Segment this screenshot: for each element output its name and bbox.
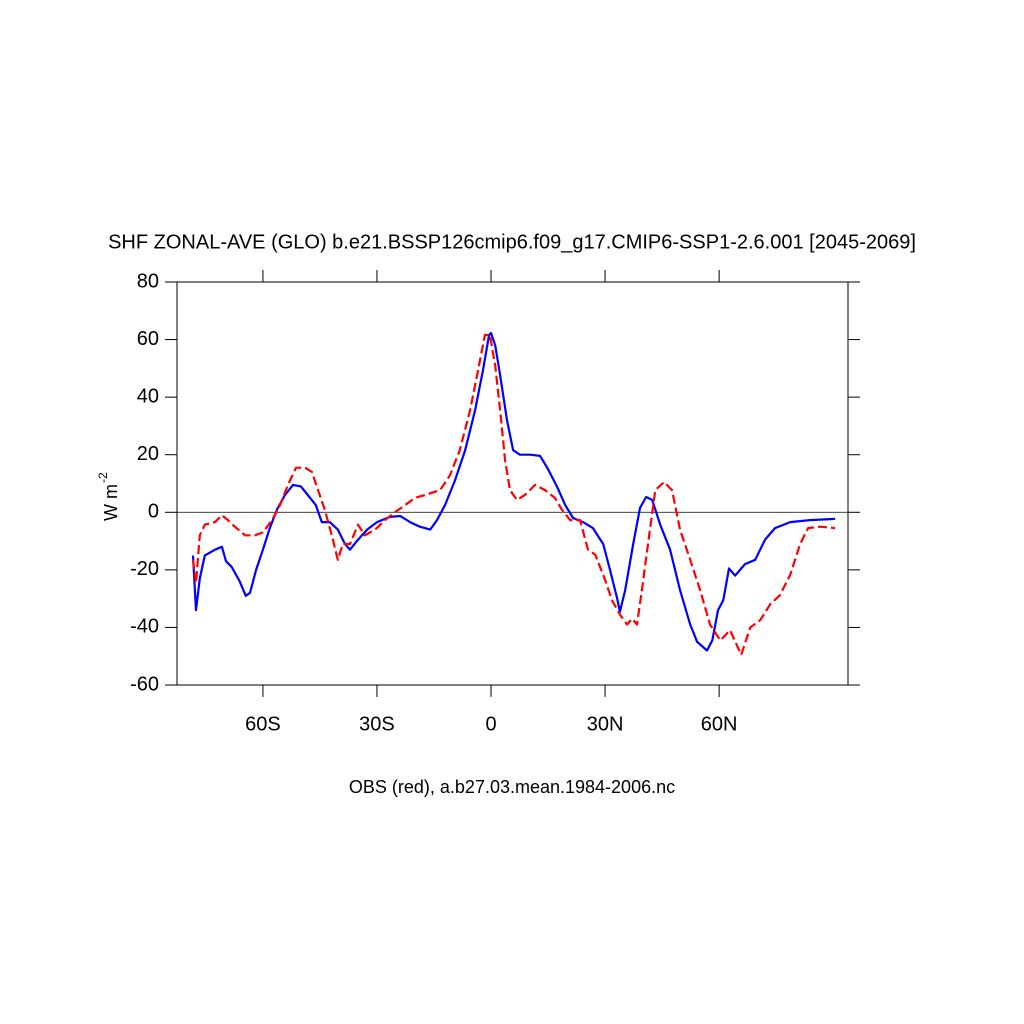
chart-title: SHF ZONAL-AVE (GLO) b.e21.BSSP126cmip6.f… <box>108 231 916 253</box>
x-tick-label: 60N <box>701 713 738 735</box>
y-axis-label-text: W m <box>101 484 121 521</box>
y-tick-label: -60 <box>130 673 159 695</box>
series-line <box>191 331 836 652</box>
y-tick-label: -40 <box>130 616 159 638</box>
x-tick-label: 60S <box>245 713 281 735</box>
x-tick-label: 30S <box>359 713 395 735</box>
y-tick-label: -20 <box>130 558 159 580</box>
x-tick-label: 30N <box>587 713 624 735</box>
y-axis-label: W m -2 <box>96 472 121 521</box>
y-tick-label: 20 <box>137 443 159 465</box>
plot-frame <box>176 281 849 686</box>
y-tick-label: 80 <box>137 270 159 292</box>
x-tick-label: 0 <box>485 713 496 735</box>
y-tick-label: 0 <box>148 501 159 523</box>
y-tick-label: 40 <box>137 385 159 407</box>
y-axis-label-superscript: -2 <box>96 472 110 483</box>
x-axis-label: OBS (red), a.b27.03.mean.1984-2006.nc <box>349 777 675 797</box>
series-line <box>191 333 836 656</box>
y-tick-label: 60 <box>137 328 159 350</box>
